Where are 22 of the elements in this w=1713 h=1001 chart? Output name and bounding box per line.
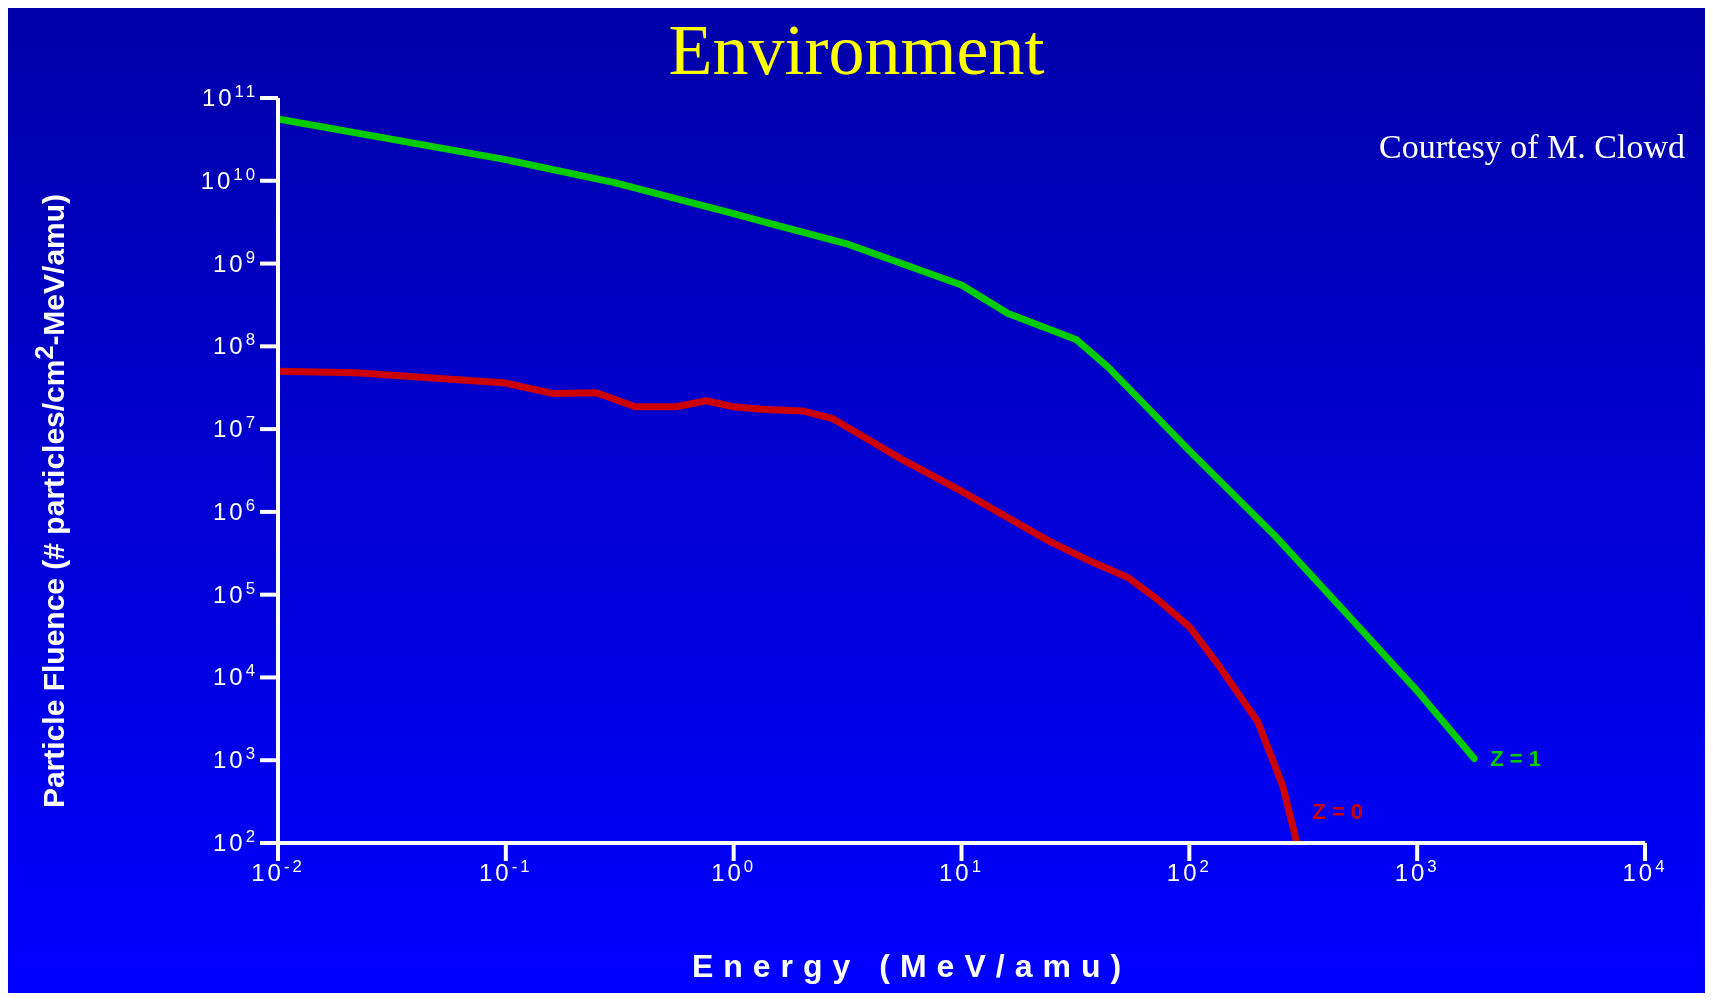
x-tick-label: 10$^{-1}$ <box>479 856 533 886</box>
y-tick-label: 10$^{11}$ <box>201 81 258 111</box>
y-tick-label: 10$^{3}$ <box>212 743 258 774</box>
x-tick-label: 10$^{4}$ <box>1622 856 1668 886</box>
x-axis-title: Energy (MeV/amu) <box>690 948 1133 985</box>
y-tick-label: 10$^{2}$ <box>212 826 258 856</box>
x-tick-label: 10$^{0}$ <box>711 856 757 886</box>
chart-title: Environment <box>668 10 1045 90</box>
y-tick-label: 10$^{4}$ <box>212 660 258 691</box>
x-tick-label: 10$^{3}$ <box>1394 856 1440 886</box>
x-tick-label: 10$^{2}$ <box>1166 856 1212 886</box>
x-tick-label: 10$^{-2}$ <box>251 856 305 886</box>
y-tick-label: 10$^{9}$ <box>212 247 258 277</box>
series-label: Z = 1 <box>1490 746 1541 772</box>
y-tick-label: 10$^{5}$ <box>212 578 258 608</box>
annotation: Courtesy of M. Clowd <box>1379 128 1685 166</box>
x-tick-label: 10$^{1}$ <box>938 856 985 886</box>
y-tick-label: 10$^{8}$ <box>212 329 258 360</box>
y-tick-label: 10$^{6}$ <box>212 495 258 525</box>
y-tick-label: 10$^{10}$ <box>200 164 258 194</box>
y-tick-label: 10$^{7}$ <box>212 412 258 443</box>
series-label: Z = 0 <box>1312 798 1364 824</box>
